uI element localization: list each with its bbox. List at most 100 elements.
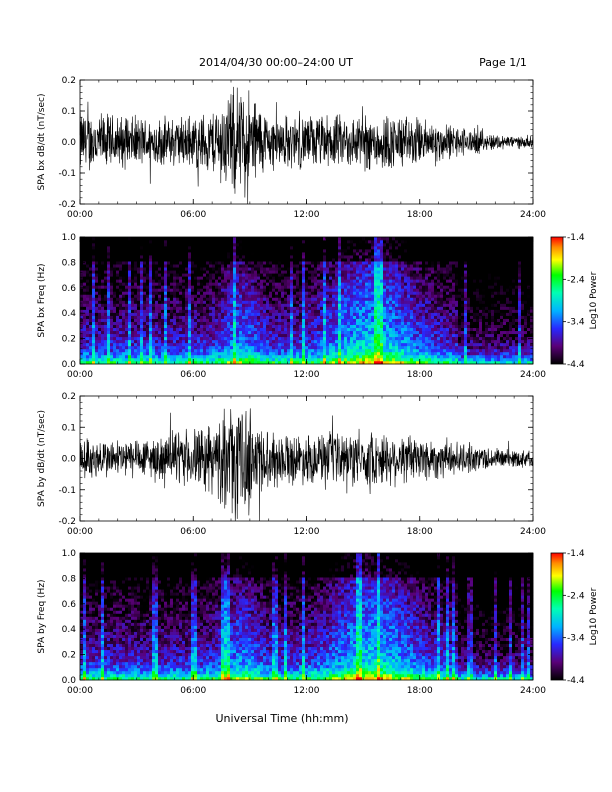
spectrogram-cell xyxy=(191,243,195,247)
spectrogram-cell xyxy=(422,264,426,268)
spectrogram-cell xyxy=(230,321,234,325)
spectrogram-cell xyxy=(278,318,282,322)
spectrogram-cell xyxy=(362,348,366,353)
x-tick-label: 12:00 xyxy=(294,210,320,220)
spectrogram-cell xyxy=(203,288,207,292)
spectrogram-cell xyxy=(170,258,174,262)
spectrogram-cell xyxy=(419,306,423,310)
spectrogram-cell xyxy=(119,243,123,247)
spectrogram-cell xyxy=(176,321,180,325)
spectrogram-cell xyxy=(425,360,429,365)
x-tick-label: 00:00 xyxy=(67,210,93,220)
spectrogram-cell xyxy=(380,339,384,344)
spectrogram-cell xyxy=(266,330,270,335)
spectrogram-cell xyxy=(374,360,378,365)
spectrogram-cell xyxy=(212,348,216,353)
spectrogram-cell xyxy=(290,267,294,271)
spectrogram-cell xyxy=(335,279,339,283)
spectrogram-cell xyxy=(128,324,132,329)
spectrogram-cell xyxy=(290,252,294,256)
spectrogram-cell xyxy=(158,303,162,307)
spectrogram-cell xyxy=(425,348,429,353)
spectrogram-cell xyxy=(383,357,387,362)
spectrogram-cell xyxy=(134,354,138,359)
spectrogram-cell xyxy=(200,315,204,319)
spectrogram-cell xyxy=(86,351,90,356)
spectrogram-cell xyxy=(233,330,237,335)
spectrogram-cell xyxy=(392,303,396,307)
spectrogram-cell xyxy=(89,360,93,365)
spectrogram-cell xyxy=(203,321,207,325)
spectrogram-cell xyxy=(179,252,183,256)
spectrogram-cell xyxy=(356,300,360,304)
spectrogram-cell xyxy=(392,315,396,319)
spectrogram-cell xyxy=(407,246,411,250)
spectrogram-cell xyxy=(323,348,327,353)
spectrogram-cell xyxy=(269,312,273,316)
spectrogram-cell xyxy=(185,246,189,250)
spectrogram-cell xyxy=(212,267,216,271)
spectrogram-cell xyxy=(293,342,297,347)
spectrogram-cell xyxy=(383,339,387,344)
spectrogram-cell xyxy=(197,318,201,322)
spectrogram-cell xyxy=(200,273,204,277)
spectrogram-cell xyxy=(128,264,132,268)
spectrogram-cell xyxy=(128,246,132,250)
spectrogram-cell xyxy=(173,315,177,319)
spectrogram-cell xyxy=(149,273,153,277)
spectrogram-cell xyxy=(281,273,285,277)
spectrogram-cell xyxy=(425,306,429,310)
spectrogram-cell xyxy=(110,294,114,298)
spectrogram-cell xyxy=(98,312,102,316)
spectrogram-cell xyxy=(149,249,153,253)
spectrogram-cell xyxy=(287,300,291,304)
spectrogram-cell xyxy=(200,342,204,347)
spectrogram-cell xyxy=(212,279,216,283)
spectrogram-cell xyxy=(185,273,189,277)
spectrogram-cell xyxy=(254,321,258,325)
spectrogram-cell xyxy=(143,360,147,365)
spectrogram-cell xyxy=(239,336,243,341)
spectrogram-cell xyxy=(356,255,360,259)
spectrogram-cell xyxy=(374,336,378,341)
spectrogram-cell xyxy=(137,345,141,350)
spectrogram-cell xyxy=(278,324,282,329)
spectrogram-cell xyxy=(278,300,282,304)
spectrogram-cell xyxy=(152,246,156,250)
spectrogram-cell xyxy=(398,273,402,277)
spectrogram-cell xyxy=(425,327,429,332)
spectrogram-cell xyxy=(302,300,306,304)
spectrogram-cell xyxy=(404,246,408,250)
spectrogram-cell xyxy=(143,246,147,250)
spectrogram-cell xyxy=(392,285,396,289)
spectrogram-cell xyxy=(332,348,336,353)
spectrogram-cell xyxy=(344,285,348,289)
spectrogram-cell xyxy=(197,354,201,359)
spectrogram-cell xyxy=(89,345,93,350)
spectrogram-cell xyxy=(314,276,318,280)
spectrogram-cell xyxy=(353,243,357,247)
spectrogram-cell xyxy=(305,315,309,319)
spectrogram-cell xyxy=(152,330,156,335)
spectrogram-cell xyxy=(161,243,165,247)
spectrogram-cell xyxy=(182,285,186,289)
spectrogram-cell xyxy=(269,357,273,362)
spectrogram-cell xyxy=(212,357,216,362)
spectrogram-cell xyxy=(113,294,117,298)
spectrogram-cell xyxy=(245,282,249,286)
spectrogram-cell xyxy=(323,258,327,262)
spectrogram-cell xyxy=(362,321,366,325)
spectrogram-cell xyxy=(338,276,342,280)
spectrogram-cell xyxy=(359,279,363,283)
spectrogram-cell xyxy=(215,252,219,256)
spectrogram-cell xyxy=(284,315,288,319)
spectrogram-cell xyxy=(425,351,429,356)
spectrogram-cell xyxy=(335,258,339,262)
spectrogram-cell xyxy=(317,249,321,253)
spectrogram-cell xyxy=(392,276,396,280)
spectrogram-cell xyxy=(137,246,141,250)
spectrogram-cell xyxy=(251,357,255,362)
spectrogram-cell xyxy=(137,240,141,244)
spectrogram-cell xyxy=(317,297,321,301)
spectrogram-cell xyxy=(86,330,90,335)
